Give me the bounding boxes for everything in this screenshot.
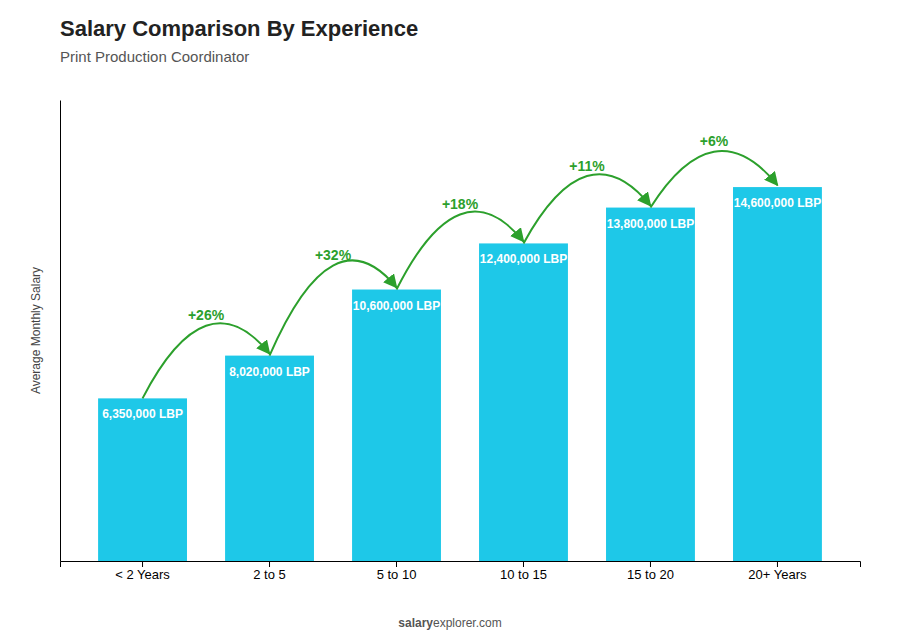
annotations: +26% +32% +18% +11% +6%	[188, 133, 729, 323]
data-label: 10,600,000 LBP	[353, 299, 440, 313]
x-tick-label: 10 to 15	[500, 567, 547, 582]
x-tick-label: 20+ Years	[748, 567, 807, 582]
x-tick: 10 to 15	[500, 561, 547, 582]
x-tick-mark	[777, 561, 778, 567]
x-tick: 5 to 10	[377, 561, 417, 582]
x-tick-mark	[650, 561, 651, 567]
chart-container: Salary Comparison By Experience Print Pro…	[0, 0, 900, 641]
x-tick-label: 2 to 5	[253, 567, 286, 582]
data-labels: 6,350,000 LBP 8,020,000 LBP 10,600,000 LBP…	[102, 196, 821, 421]
x-axis: < 2 Years 2 to 5 5 to 10 10 to 15 15 to 20 20…	[61, 561, 861, 582]
bar	[225, 356, 314, 561]
bar	[352, 290, 441, 561]
plot-marks	[98, 151, 822, 561]
x-tick-mark	[396, 561, 397, 567]
x-tick-label: < 2 Years	[115, 567, 170, 582]
x-tick-mark	[523, 561, 524, 567]
data-label: 14,600,000 LBP	[734, 196, 821, 210]
footer-part: salary	[398, 616, 433, 630]
y-axis-title: Average Monthly Salary	[29, 267, 43, 394]
change-label: +18%	[442, 196, 479, 212]
x-tick: < 2 Years	[115, 561, 170, 582]
x-axis-line	[61, 562, 861, 568]
data-label: 6,350,000 LBP	[102, 407, 183, 421]
x-tick-label: 15 to 20	[627, 567, 674, 582]
bar	[98, 398, 187, 561]
change-label: +11%	[569, 158, 605, 174]
footer: salaryexplorer.com	[398, 616, 501, 630]
chart-svg: Salary Comparison By Experience Print Pro…	[0, 0, 900, 641]
change-arrow	[143, 323, 270, 398]
bar	[606, 208, 695, 561]
data-label: 8,020,000 LBP	[229, 365, 310, 379]
x-tick-mark	[269, 561, 270, 567]
data-label: 12,400,000 LBP	[480, 252, 567, 266]
x-tick: 2 to 5	[253, 561, 286, 582]
change-label: +26%	[188, 307, 225, 323]
x-tick-label: 5 to 10	[377, 567, 417, 582]
change-arrow	[523, 174, 650, 243]
bar	[479, 243, 568, 561]
title: Salary Comparison By Experience	[60, 16, 418, 41]
y-axis	[60, 101, 61, 562]
change-label: +32%	[315, 247, 352, 263]
change-arrow	[397, 212, 524, 290]
y-axis-line	[60, 101, 61, 562]
change-label: +6%	[700, 133, 729, 149]
bar	[733, 187, 822, 561]
x-tick-mark	[142, 561, 143, 567]
footer-part: explorer.com	[433, 616, 502, 630]
subtitle: Print Production Coordinator	[60, 48, 249, 65]
x-tick: 20+ Years	[748, 561, 807, 582]
data-label: 13,800,000 LBP	[607, 217, 694, 231]
x-tick: 15 to 20	[627, 561, 674, 582]
